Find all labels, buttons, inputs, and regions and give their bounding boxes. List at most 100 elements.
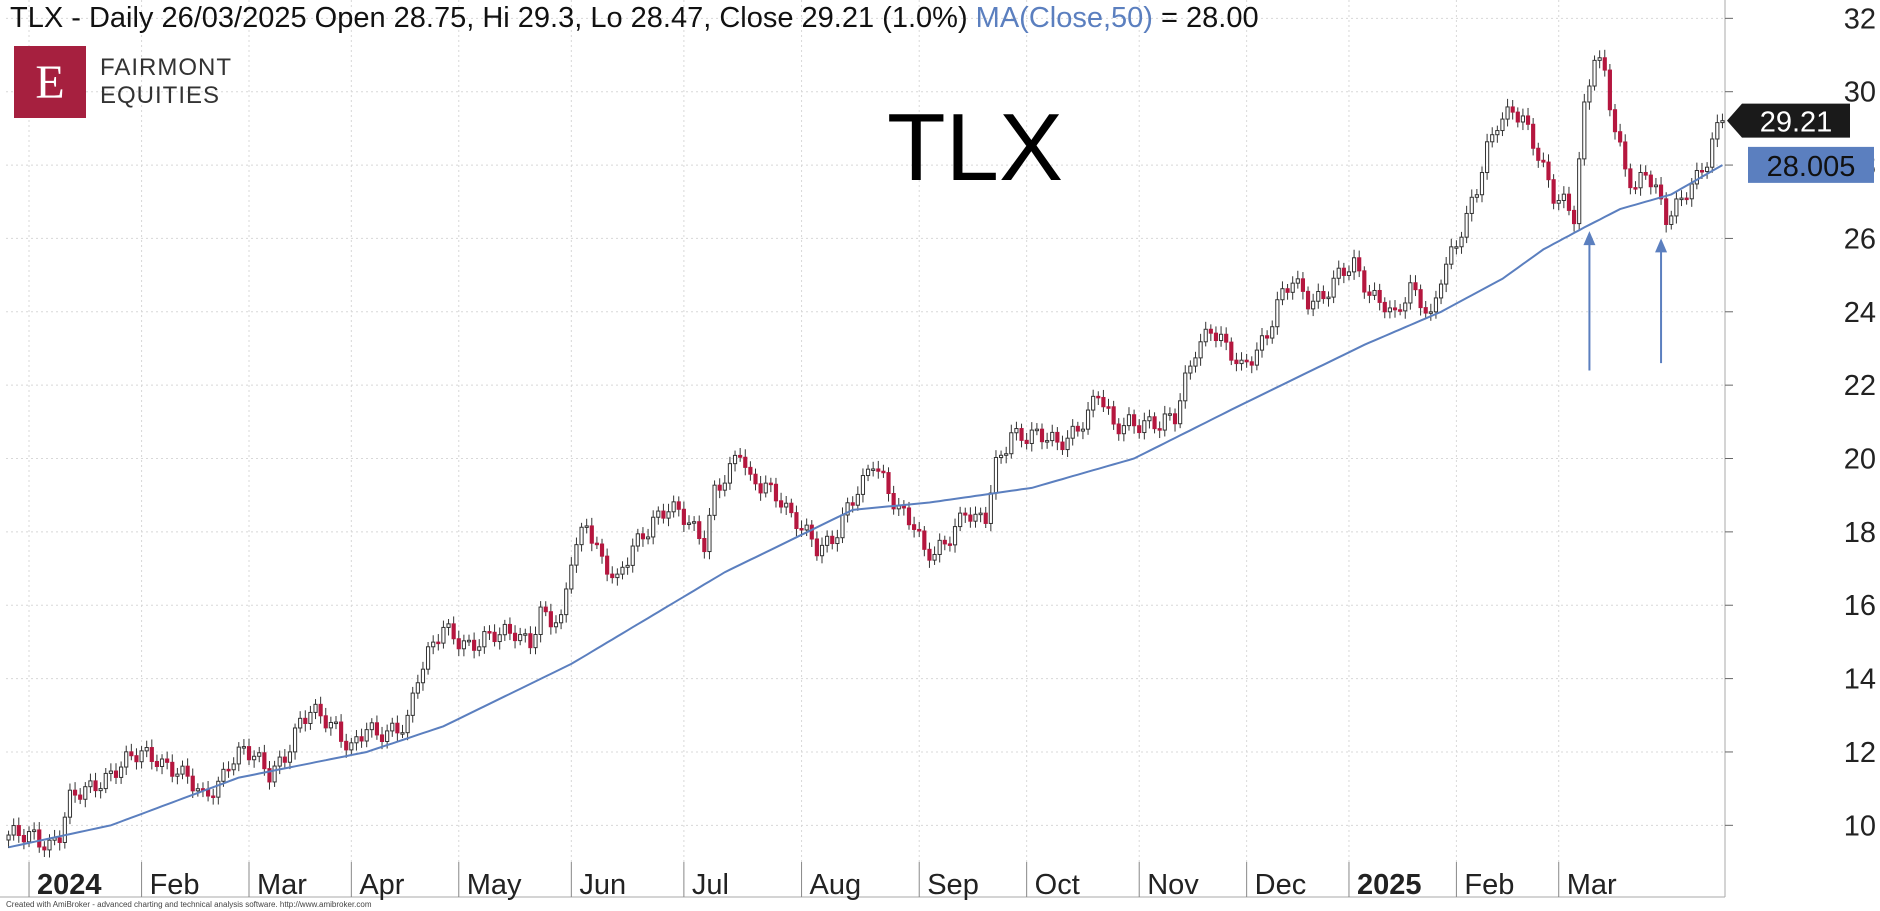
candle [758, 475, 763, 501]
candle [1039, 423, 1045, 450]
candle-body-up [998, 454, 1004, 459]
candle [216, 776, 221, 805]
candle-body-up [840, 514, 845, 539]
candle [1510, 100, 1515, 120]
candle [922, 526, 927, 557]
candle-body-down [963, 512, 968, 516]
candle [318, 696, 323, 724]
candle-body-down [472, 639, 477, 651]
candle-body-up [1449, 246, 1454, 265]
candle [692, 516, 697, 532]
candle-body-up [1188, 365, 1193, 374]
candle [1024, 432, 1029, 450]
candle [978, 507, 983, 523]
candle-body-up [1080, 428, 1086, 432]
candle-body-down [809, 524, 814, 540]
candle-body-up [1126, 414, 1132, 427]
candle [1142, 412, 1147, 440]
candle-body-up [1694, 169, 1699, 185]
candle-body-up [1479, 172, 1485, 196]
candle-body-up [1372, 289, 1377, 296]
candle [1213, 326, 1219, 348]
candle-body-up [159, 758, 165, 767]
arrow-head [1583, 231, 1596, 246]
candle-body-down [1249, 361, 1254, 366]
candle [6, 830, 11, 849]
candle [840, 507, 845, 544]
candle [1070, 419, 1075, 446]
candle-body-up [1351, 257, 1357, 273]
candle [257, 746, 262, 763]
candle-body-up [1561, 193, 1566, 201]
candle-body-up [349, 742, 354, 751]
candle-body-down [605, 555, 610, 575]
candle [1382, 297, 1387, 319]
candle [1280, 281, 1285, 306]
candle [1377, 283, 1382, 311]
candle [891, 485, 896, 515]
candle [487, 625, 492, 640]
candle-body-up [564, 588, 569, 616]
candle-body-down [850, 502, 855, 506]
candle-body-down [154, 760, 160, 767]
ma-line [8, 164, 1723, 849]
candle [103, 767, 108, 794]
candle-body-down [1510, 106, 1515, 113]
candle-body-down [947, 543, 953, 546]
candle-body-up [11, 825, 16, 836]
candle-body-up [1485, 141, 1490, 174]
candle [482, 626, 487, 654]
candle-body-down [487, 631, 492, 634]
candle-body-down [743, 456, 748, 468]
candle [1674, 191, 1679, 224]
x-tick-label: Jul [692, 869, 729, 901]
candle [354, 730, 359, 751]
candle-body-down [968, 514, 973, 522]
candle [855, 486, 860, 511]
candle-body-up [1710, 138, 1715, 168]
candle [825, 530, 830, 553]
candle [359, 728, 364, 748]
candle [1050, 424, 1055, 447]
candle-body-down [1357, 257, 1362, 272]
candle-body-up [6, 834, 11, 841]
candle [963, 507, 968, 523]
candle [139, 746, 144, 769]
candle [773, 477, 779, 508]
candle-body-up [180, 765, 185, 775]
x-tick-label: Feb [150, 869, 200, 901]
candle-body-down [599, 543, 605, 557]
candle [768, 477, 773, 493]
candle [1592, 55, 1597, 91]
candle [420, 661, 426, 691]
y-tick-label: 26 [1844, 223, 1876, 255]
candle-body-up [1326, 296, 1331, 300]
candle-body-down [42, 846, 47, 851]
candle [180, 760, 185, 780]
candle [589, 517, 594, 552]
candle [1060, 435, 1065, 455]
candle-body-up [712, 484, 717, 516]
candle-body-down [901, 505, 906, 509]
candle [594, 536, 599, 550]
candle-body-up [937, 539, 942, 555]
candle [236, 742, 241, 772]
candle [518, 627, 523, 646]
candle [1091, 389, 1096, 418]
candle [303, 710, 308, 732]
candle-body-up [625, 564, 630, 568]
candle-body-up [1004, 453, 1009, 456]
candle [1633, 181, 1638, 195]
candle-body-down [226, 768, 231, 772]
candle-body-up [978, 512, 983, 516]
candle-body-down [589, 525, 594, 544]
candle-body-up [221, 768, 226, 782]
candle [1331, 270, 1336, 304]
candle-body-down [1229, 341, 1234, 361]
candle-body-down [1531, 123, 1536, 149]
candle-body-up [1464, 212, 1469, 238]
candle-body-up [390, 722, 395, 732]
candle-body-up [1459, 236, 1464, 248]
candle-body-up [482, 631, 487, 648]
candle [1111, 400, 1116, 430]
